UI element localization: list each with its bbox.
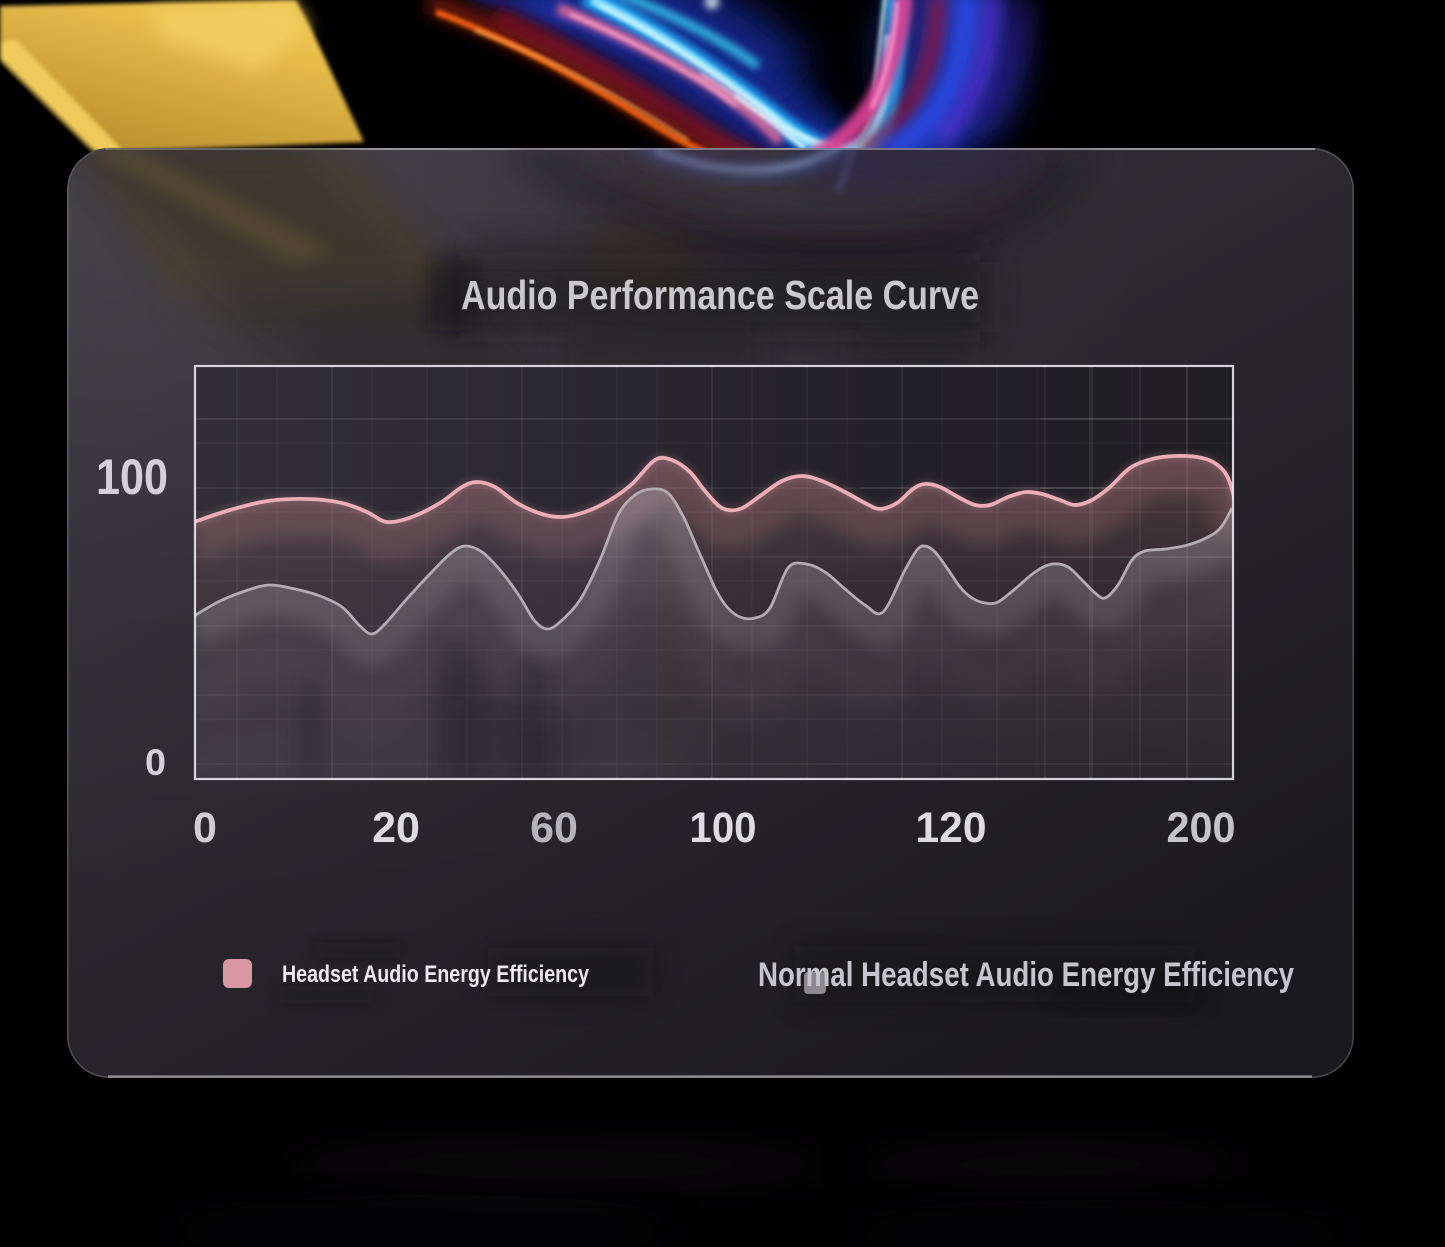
svg-text:0: 0 <box>193 804 217 852</box>
svg-text:Audio Performance Scale Curve: Audio Performance Scale Curve <box>461 272 979 318</box>
svg-text:200: 200 <box>1167 804 1236 852</box>
svg-text:120: 120 <box>916 804 987 852</box>
svg-text:100: 100 <box>690 804 757 852</box>
svg-text:20: 20 <box>372 804 420 852</box>
svg-text:0: 0 <box>145 742 166 783</box>
svg-text:100: 100 <box>96 449 168 505</box>
svg-text:Normal Headset Audio Energy Ef: Normal Headset Audio Energy Efficiency <box>758 956 1294 994</box>
svg-text:60: 60 <box>530 804 578 852</box>
svg-text:Headset Audio Energy Efficienc: Headset Audio Energy Efficiency <box>282 961 590 988</box>
